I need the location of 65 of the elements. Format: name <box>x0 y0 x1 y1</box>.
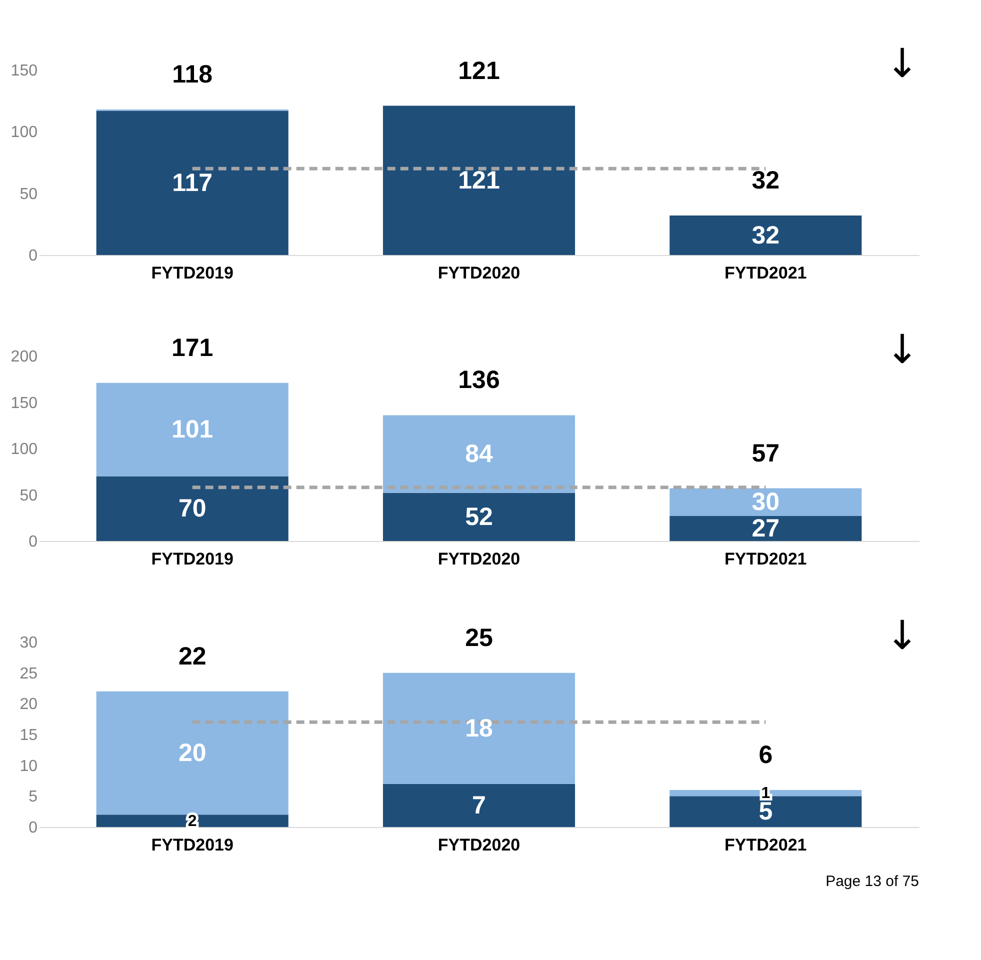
total-label: 6 <box>758 741 773 769</box>
y-tick-label: 30 <box>20 634 38 652</box>
data-label: 30 <box>752 488 780 516</box>
bar <box>382 415 576 493</box>
data-label: 121 <box>458 166 500 194</box>
data-label: 52 <box>465 502 493 531</box>
y-tick-label: 50 <box>20 487 38 504</box>
text: ↓ <box>885 327 919 373</box>
bar <box>96 110 288 255</box>
bar <box>382 106 576 255</box>
bar <box>382 784 576 827</box>
data-label: 32 <box>752 221 780 250</box>
y-tick-label: 15 <box>20 727 38 744</box>
y-tick-label: 5 <box>28 788 38 806</box>
total-label: 25 <box>465 624 493 652</box>
text: Page 13 of 75 <box>826 873 919 890</box>
data-label: 84 <box>465 440 493 468</box>
y-tick-label: 200 <box>10 348 38 366</box>
text: ↓ <box>885 41 919 87</box>
total-label: 22 <box>178 642 206 670</box>
y-tick-label: 150 <box>10 62 38 80</box>
data-label: 2 <box>188 812 197 830</box>
y-tick-label: 50 <box>20 186 38 203</box>
bar <box>96 476 288 541</box>
y-tick-label: 100 <box>10 441 38 458</box>
y-tick-label: 20 <box>20 696 38 714</box>
bar <box>96 691 288 815</box>
total-label: 136 <box>458 366 500 394</box>
data-label: 7 <box>472 791 486 820</box>
text: ↓ <box>885 613 919 659</box>
total-label: 118 <box>172 60 213 88</box>
bar <box>382 672 576 784</box>
y-tick-label: 10 <box>20 758 38 775</box>
total-label: 32 <box>752 166 780 195</box>
total-label: 121 <box>458 56 500 85</box>
x-tick-label: FYTD2021 <box>724 836 807 854</box>
data-label: 27 <box>752 514 780 543</box>
total-label: 171 <box>171 334 214 362</box>
x-tick-label: FYTD2019 <box>151 550 234 568</box>
bar <box>96 814 288 827</box>
bar <box>670 516 862 541</box>
x-tick-label: FYTD2021 <box>724 264 807 282</box>
bar <box>670 216 862 255</box>
x-tick-label: FYTD2021 <box>724 550 807 568</box>
data-label: 101 <box>171 416 214 444</box>
y-tick-label: 0 <box>28 820 38 836</box>
bar <box>382 492 576 541</box>
x-tick-label: FYTD2019 <box>151 836 234 854</box>
bar <box>96 382 288 476</box>
y-tick-label: 25 <box>20 665 38 682</box>
x-tick-label: FYTD2020 <box>438 836 520 854</box>
bar <box>670 488 862 516</box>
bar <box>670 796 862 827</box>
data-label: 70 <box>178 494 206 523</box>
data-label: 20 <box>178 739 206 767</box>
y-tick-label: 0 <box>28 534 38 550</box>
x-tick-label: FYTD2020 <box>438 550 520 568</box>
y-tick-label: 0 <box>28 248 38 264</box>
data-label: 117 <box>172 168 213 197</box>
total-label: 57 <box>752 439 780 468</box>
y-tick-label: 150 <box>10 394 38 412</box>
x-tick-label: FYTD2020 <box>438 264 520 282</box>
data-label: 18 <box>465 714 493 742</box>
x-tick-label: FYTD2019 <box>151 264 234 282</box>
y-tick-label: 100 <box>10 124 38 142</box>
